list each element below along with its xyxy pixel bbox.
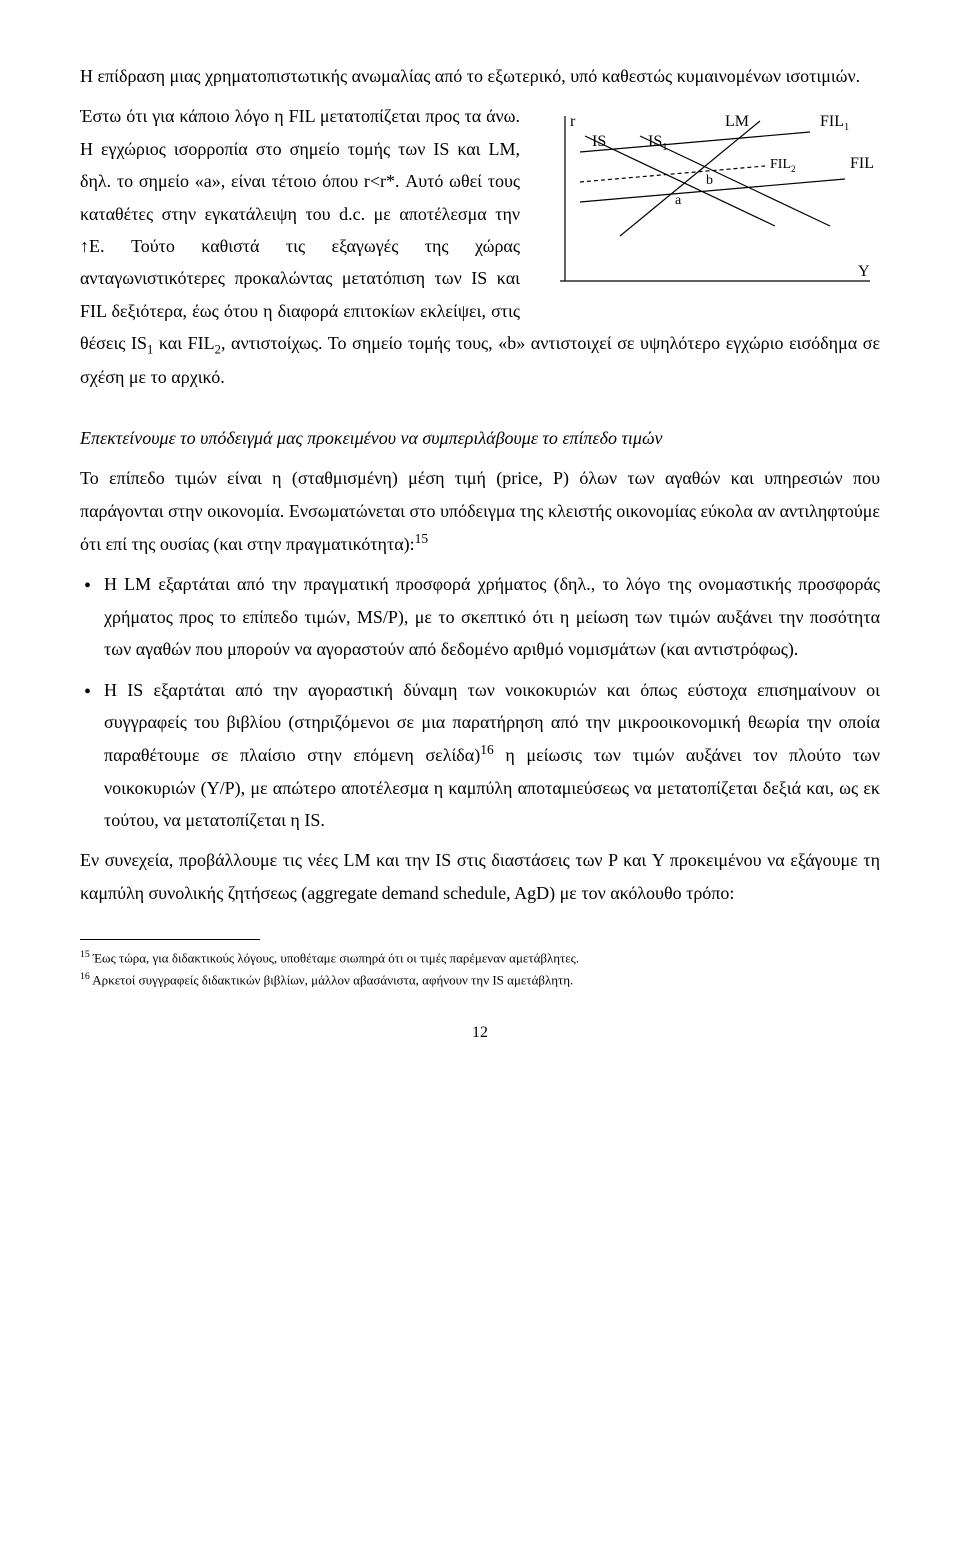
bullet-is: Η IS εξαρτάται από την αγοραστική δύναμη… [80,674,880,837]
svg-text:b: b [706,173,713,188]
svg-text:FIL: FIL [850,155,874,172]
is-lm-fil-diagram: r IS IS1 LM FIL1 FIL2 FIL Ya b [540,106,880,296]
footnote-15: 15 Έως τώρα, για διδακτικούς λόγους, υπο… [80,948,880,968]
paragraph-4: Εν συνεχεία, προβάλλουμε τις νέες LM και… [80,844,880,909]
svg-text:FIL2: FIL2 [770,157,796,174]
paragraph-3: Το επίπεδο τιμών είναι η (σταθμισμένη) μ… [80,462,880,560]
bullet-lm: Η LM εξαρτάται από την πραγματική προσφο… [80,568,880,665]
footnote-separator [80,939,260,940]
paragraph-1: Η επίδραση μιας χρηματοπιστωτικής ανωμαλ… [80,60,880,92]
svg-text:IS1: IS1 [648,133,667,153]
svg-text:LM: LM [725,113,749,130]
page-number: 12 [80,1019,880,1048]
svg-text:a: a [675,193,682,208]
svg-text:IS: IS [592,133,606,150]
footnote-16: 16 Αρκετοί συγγραφείς διδακτικών βιβλίων… [80,970,880,990]
svg-text:Y: Y [858,263,870,280]
section-heading: Επεκτείνουμε το υπόδειγμά μας προκειμένο… [80,422,880,454]
svg-text:FIL1: FIL1 [820,113,849,133]
svg-text:r: r [570,113,576,130]
